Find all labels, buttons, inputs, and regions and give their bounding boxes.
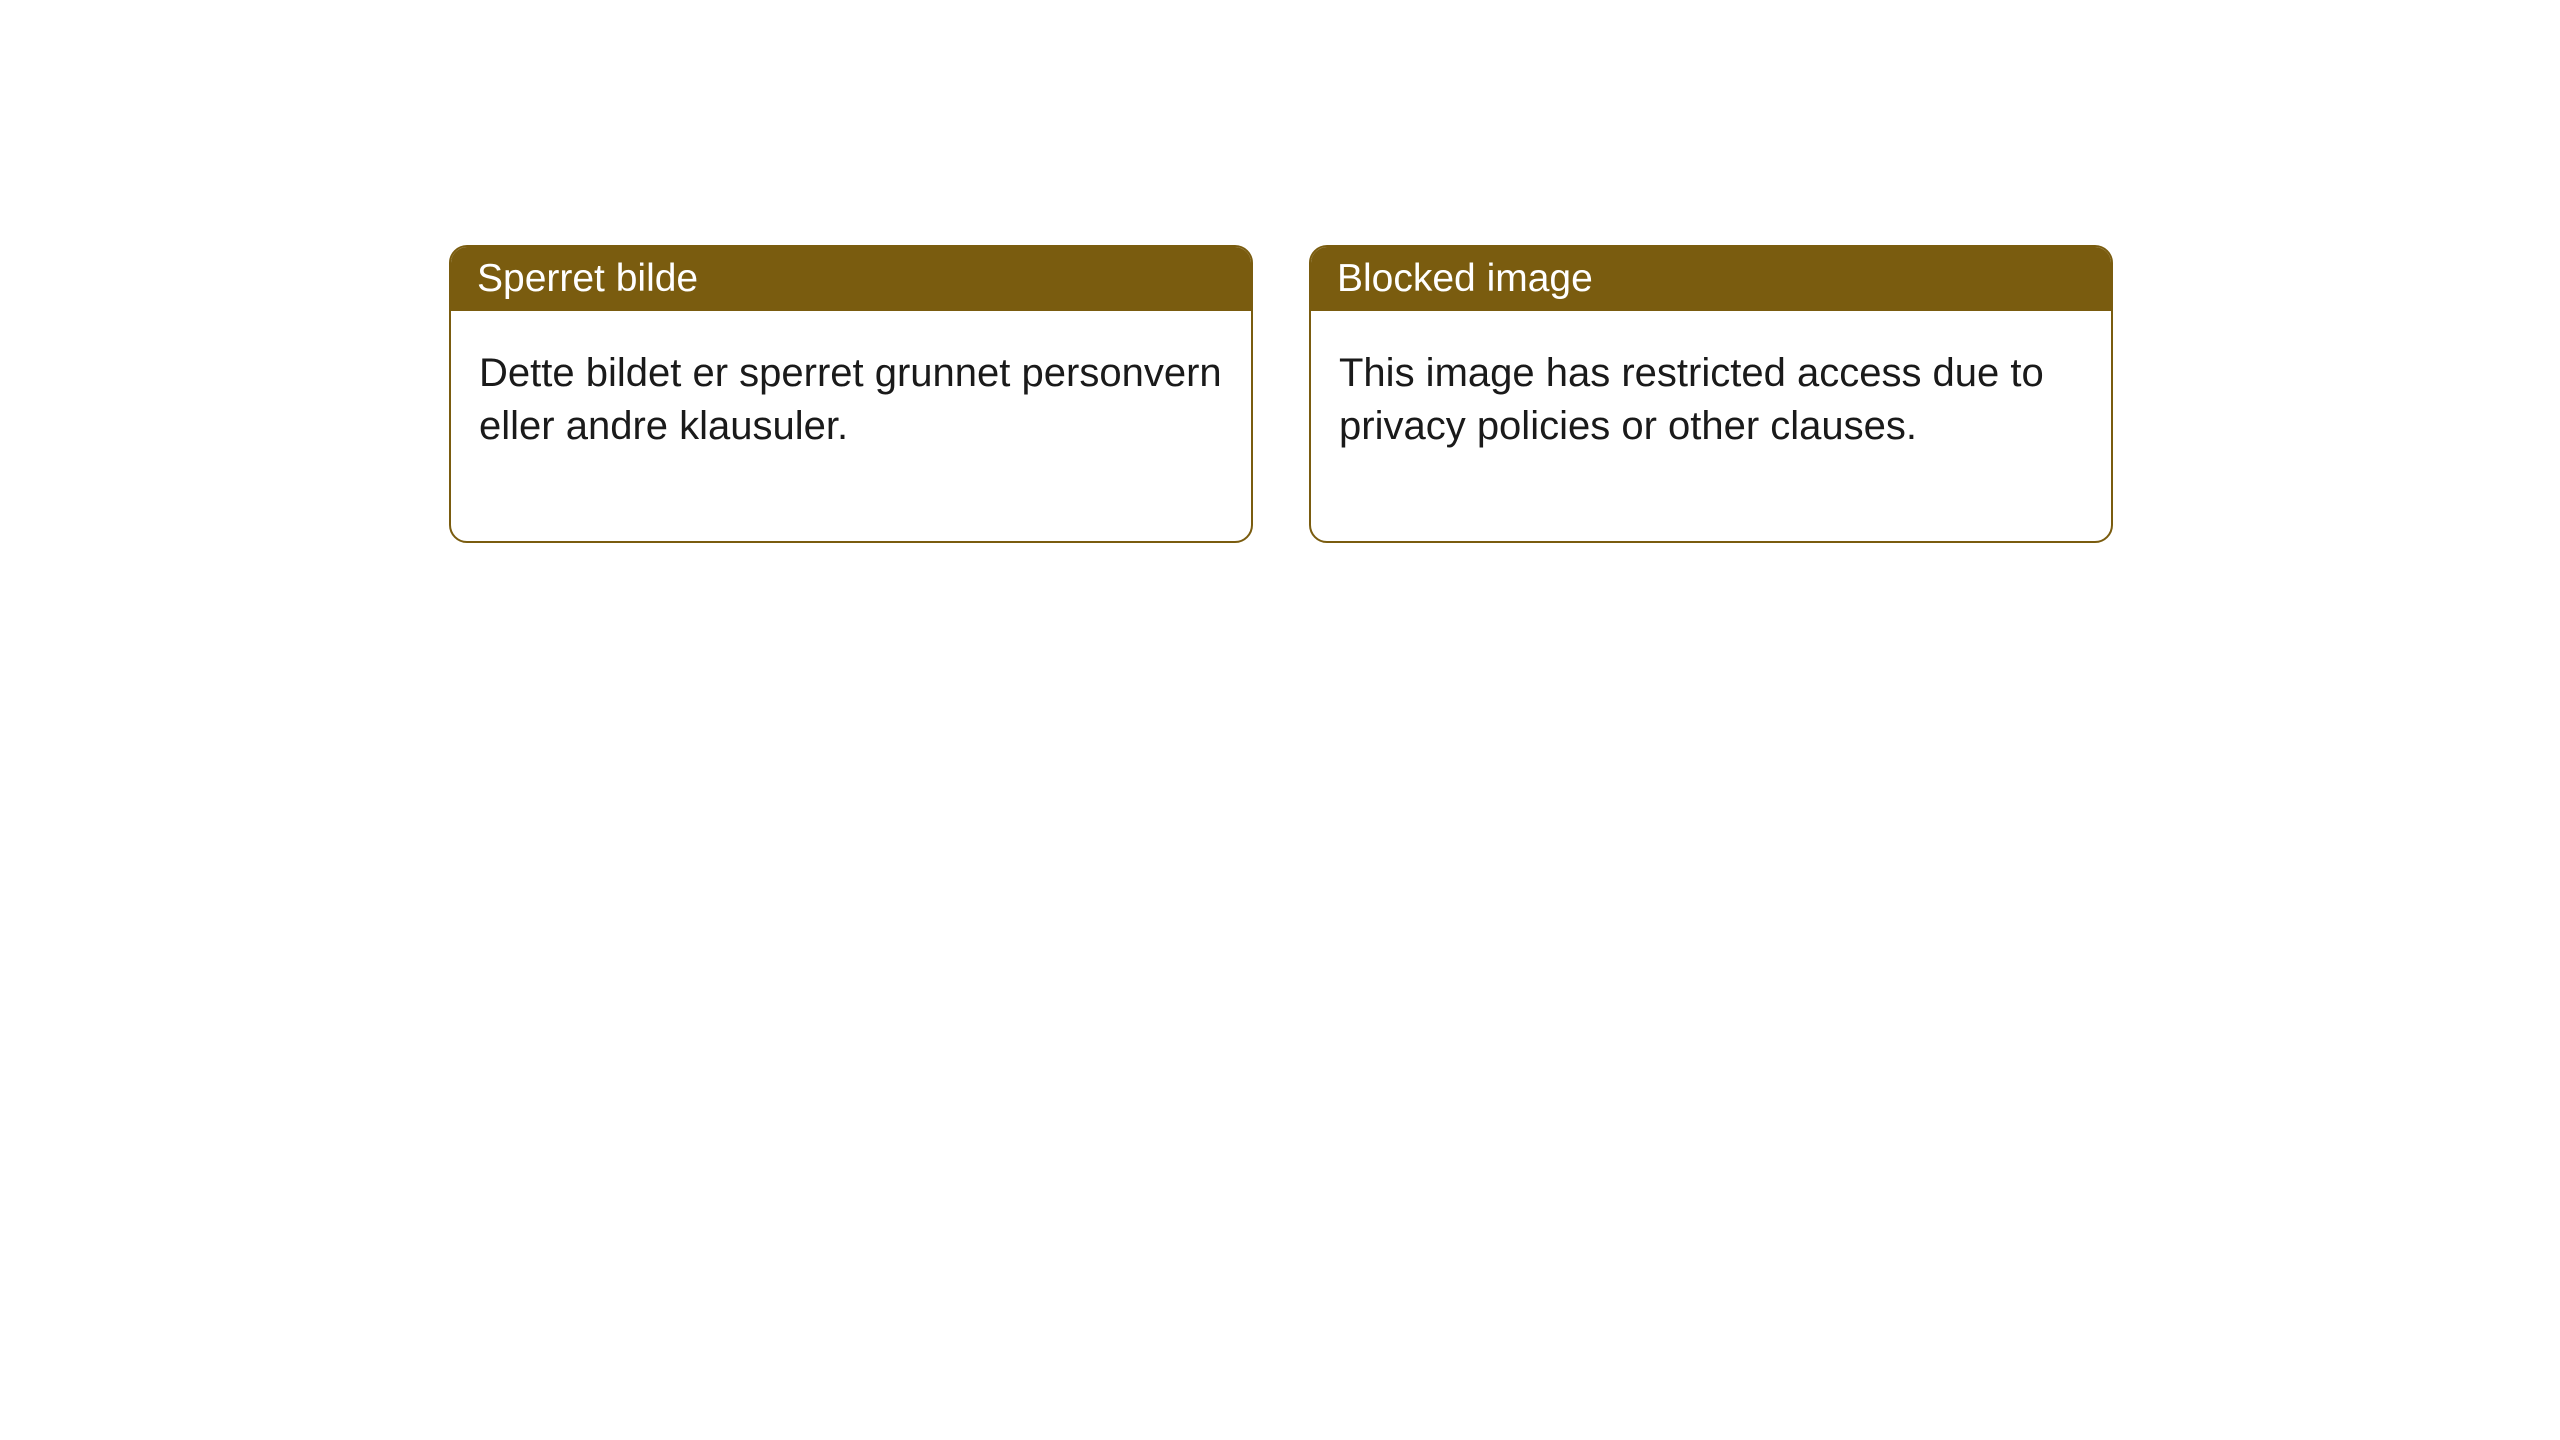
card-body-text: This image has restricted access due to …	[1339, 351, 2044, 448]
card-header: Sperret bilde	[451, 247, 1251, 311]
blocked-image-card-no: Sperret bilde Dette bildet er sperret gr…	[449, 245, 1253, 543]
blocked-image-notices: Sperret bilde Dette bildet er sperret gr…	[449, 245, 2113, 543]
card-body: Dette bildet er sperret grunnet personve…	[451, 311, 1251, 541]
card-header: Blocked image	[1311, 247, 2111, 311]
blocked-image-card-en: Blocked image This image has restricted …	[1309, 245, 2113, 543]
card-title: Blocked image	[1337, 257, 1593, 300]
card-title: Sperret bilde	[477, 257, 698, 300]
card-body-text: Dette bildet er sperret grunnet personve…	[479, 351, 1222, 448]
card-body: This image has restricted access due to …	[1311, 311, 2111, 541]
